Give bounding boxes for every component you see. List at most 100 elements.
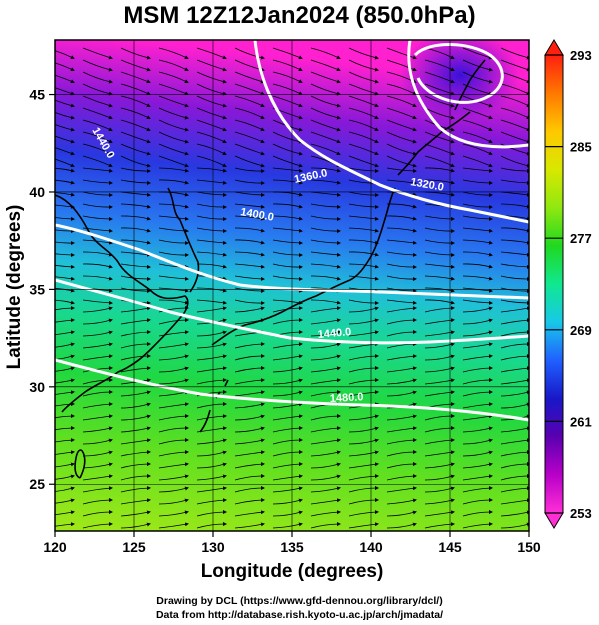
streamline-235 <box>82 263 113 269</box>
streamline-264 <box>196 287 227 293</box>
streamline-188 <box>272 215 303 221</box>
streamline-337 <box>500 342 529 349</box>
streamline-182 <box>55 216 75 221</box>
streamline-150 <box>310 179 341 185</box>
streamline-330 <box>234 342 265 349</box>
streamline-177 <box>348 203 379 209</box>
streamline-91 <box>55 135 75 144</box>
streamline-113 <box>386 143 417 156</box>
streamline-201 <box>272 227 303 233</box>
streamline-493 <box>500 486 529 493</box>
streamline-13 <box>55 62 75 71</box>
streamline-500 <box>272 498 303 505</box>
streamline-105 <box>82 143 113 155</box>
streamline-227 <box>272 251 303 258</box>
streamline-123 <box>272 155 303 168</box>
streamline-149 <box>272 179 303 185</box>
streamline-73 <box>348 107 379 119</box>
streamline-427 <box>462 426 493 433</box>
streamline-219 <box>462 239 493 245</box>
streamline-359 <box>348 366 379 373</box>
streamline-32 <box>272 71 303 83</box>
streamline-376 <box>500 378 529 385</box>
streamline-420 <box>196 426 227 433</box>
streamline-455 <box>55 462 75 468</box>
streamline-440 <box>462 438 493 445</box>
streamline-243 <box>386 263 417 270</box>
streamline-246 <box>500 263 529 269</box>
streamline-417 <box>82 426 113 433</box>
streamline-512 <box>234 510 265 517</box>
streamline-96 <box>234 131 265 144</box>
streamline-184 <box>120 215 151 221</box>
streamline-315 <box>158 330 189 337</box>
streamline-33 <box>310 71 341 84</box>
streamline-43 <box>196 83 227 96</box>
streamline-465 <box>424 462 455 469</box>
streamline-160 <box>196 191 227 197</box>
streamline-140 <box>424 167 455 173</box>
streamline-366 <box>120 378 151 385</box>
streamline-357 <box>272 366 303 373</box>
map-title: MSM 12Z12Jan2024 (850.0hPa) <box>123 2 476 29</box>
streamline-101 <box>424 131 455 144</box>
streamline-170 <box>82 203 113 210</box>
x-tick-label-125: 125 <box>122 539 146 555</box>
streamline-411 <box>348 414 379 421</box>
streamline-30 <box>196 71 227 84</box>
streamline-280 <box>310 299 341 305</box>
streamline-369 <box>234 378 265 385</box>
streamline-90 <box>500 119 529 132</box>
streamline-460 <box>234 462 265 469</box>
streamline-72 <box>310 107 341 120</box>
contour-1400 <box>55 223 529 300</box>
streamline-55 <box>158 95 189 108</box>
streamline-424 <box>348 426 379 433</box>
contour-1360 <box>253 40 529 224</box>
streamline-225 <box>196 251 227 257</box>
streamline-437 <box>348 438 379 445</box>
streamline-472 <box>196 474 227 481</box>
streamline-210 <box>120 239 151 245</box>
streamline-340 <box>120 354 151 361</box>
streamline-234 <box>55 264 75 269</box>
streamline-142 <box>500 167 529 174</box>
streamline-289 <box>158 306 189 313</box>
streamline-141 <box>462 167 493 173</box>
streamline-214 <box>272 239 303 245</box>
streamline-262 <box>120 287 151 294</box>
streamline-495 <box>82 498 113 505</box>
coast-japan-kyushu-honshu <box>211 187 396 346</box>
streamline-16 <box>158 59 189 71</box>
streamline-181 <box>500 203 529 209</box>
streamline-387 <box>424 390 455 397</box>
contour-label-1480: 1480.0 <box>330 391 364 405</box>
streamline-446 <box>196 450 227 457</box>
streamline-102 <box>462 131 493 143</box>
streamline-281 <box>348 299 379 306</box>
streamline-439 <box>424 438 455 445</box>
streamline-232 <box>462 251 493 257</box>
streamline-161 <box>234 191 265 197</box>
streamline-469 <box>82 474 113 481</box>
streamline-329 <box>196 342 227 349</box>
streamline-443 <box>82 450 113 457</box>
streamline-433 <box>196 438 227 445</box>
streamline-250 <box>158 275 189 281</box>
streamline-121 <box>196 155 227 167</box>
streamline-441 <box>500 438 529 445</box>
y-axis: 25 30 35 40 45 <box>29 87 55 492</box>
streamline-302 <box>158 318 189 325</box>
streamline-89 <box>462 119 493 131</box>
streamline-51 <box>500 83 529 95</box>
streamline-336 <box>462 342 493 349</box>
streamline-473 <box>234 474 265 481</box>
streamline-374 <box>424 378 455 385</box>
streamline-82 <box>196 119 227 132</box>
streamline-354 <box>158 366 189 373</box>
streamline-218 <box>424 239 455 246</box>
streamline-231 <box>424 251 455 257</box>
streamline-356 <box>234 366 265 373</box>
streamline-222 <box>82 251 113 257</box>
streamline-56 <box>196 95 227 108</box>
